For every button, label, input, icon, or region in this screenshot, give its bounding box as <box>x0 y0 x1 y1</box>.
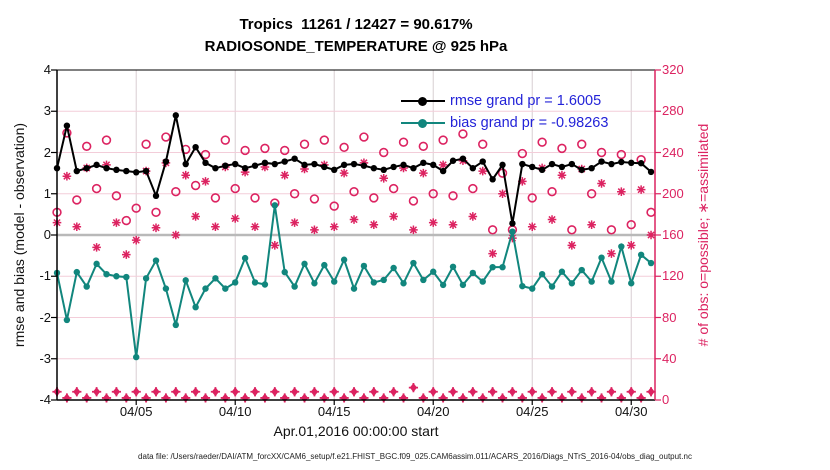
bias-legend-line-marker <box>401 118 445 129</box>
x-tick-label: 04/20 <box>416 404 450 419</box>
x-tick-label: 04/30 <box>614 404 648 419</box>
rmse-series <box>53 112 655 227</box>
x-tick-label: 04/15 <box>317 404 351 419</box>
axes-box <box>51 69 661 405</box>
right-tick-label: 160 <box>662 227 684 242</box>
legend-row-rmse: rmse grand pr = 1.6005 <box>401 90 608 112</box>
left-tick-label: 3 <box>43 103 51 119</box>
legend: rmse grand pr = 1.6005 bias grand pr = -… <box>401 90 608 134</box>
chart-title-ratio: Tropics 11261 / 12427 = 90.617% <box>239 16 473 33</box>
x-axis-label: Apr.01,2016 00:00:00 start <box>273 423 439 439</box>
right-tick-label: 40 <box>662 350 677 366</box>
left-tick-label: 4 <box>43 62 51 77</box>
right-tick-label: 280 <box>662 103 684 119</box>
rmse-legend-line-marker <box>401 96 445 107</box>
right-tick-label: 120 <box>662 268 684 284</box>
right-tick-label: 0 <box>662 392 670 407</box>
right-tick-label: 320 <box>662 62 684 77</box>
left-tick-label: 0 <box>43 227 51 242</box>
left-tick-label: -1 <box>39 268 51 284</box>
left-tick-label: -2 <box>39 309 51 325</box>
x-tick-label: 04/10 <box>218 404 252 419</box>
rmse-legend-label: rmse grand pr = 1.6005 <box>450 93 602 109</box>
bias-legend-label: bias grand pr = -0.98263 <box>450 115 609 131</box>
bias-series <box>53 202 655 361</box>
left-tick-label: 1 <box>43 185 51 201</box>
right-tick-label: 240 <box>662 144 684 160</box>
left-tick-label: -3 <box>39 350 51 366</box>
footer-datafile-path: data file: /Users/raeder/DAI/ATM_forcXX/… <box>138 452 692 461</box>
legend-row-bias: bias grand pr = -0.98263 <box>401 112 608 134</box>
left-tick-label: 2 <box>43 144 51 160</box>
chart-title-variable: RADIOSONDE_TEMPERATURE @ 925 hPa <box>204 38 508 55</box>
x-tick-label: 04/25 <box>515 404 549 419</box>
x-tick-label: 04/05 <box>119 404 153 419</box>
possible-obs-series <box>52 128 656 235</box>
right-tick-label: 200 <box>662 185 684 201</box>
left-tick-label: -4 <box>39 392 51 407</box>
right-tick-label: 80 <box>662 309 677 325</box>
